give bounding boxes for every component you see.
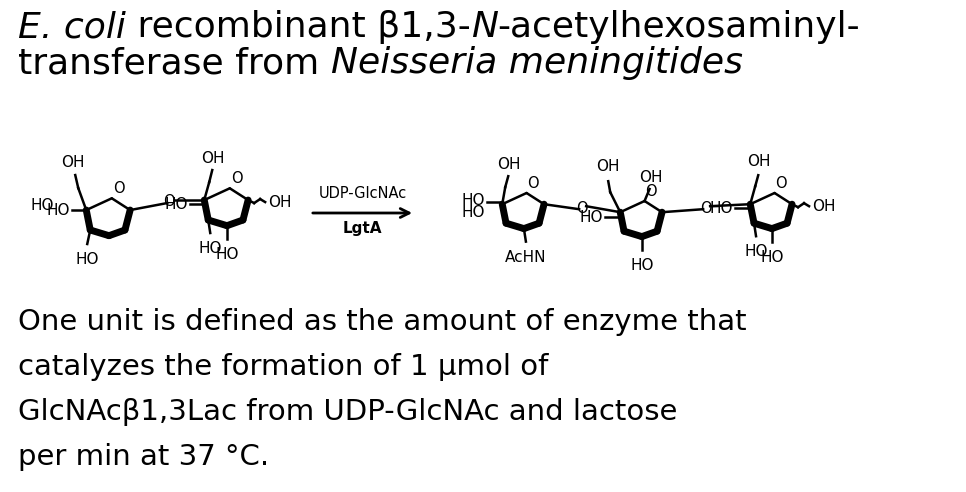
Text: catalyzes the formation of 1 μmol of: catalyzes the formation of 1 μmol of — [18, 353, 549, 381]
Text: HO: HO — [215, 246, 239, 262]
Text: HO: HO — [630, 258, 654, 273]
Text: OH: OH — [812, 199, 836, 214]
Text: Neisseria meningitides: Neisseria meningitides — [330, 46, 743, 80]
Text: O: O — [527, 176, 539, 191]
Text: O: O — [231, 171, 242, 186]
Text: OH: OH — [202, 151, 225, 166]
Text: OH: OH — [596, 159, 620, 174]
Text: HO: HO — [580, 210, 603, 225]
Text: O: O — [700, 201, 712, 215]
Text: per min at 37 °C.: per min at 37 °C. — [18, 443, 270, 471]
Text: HO: HO — [744, 244, 768, 259]
Text: UDP-GlcNAc: UDP-GlcNAc — [319, 186, 407, 201]
Text: O: O — [577, 201, 588, 215]
Text: HO: HO — [710, 201, 733, 215]
Text: HO: HO — [75, 252, 99, 267]
Text: O: O — [163, 193, 175, 209]
Text: OH: OH — [269, 194, 292, 210]
Text: HO: HO — [165, 197, 188, 212]
Text: HO: HO — [198, 241, 222, 256]
Text: recombinant β1,3-: recombinant β1,3- — [126, 10, 470, 44]
Text: OH: OH — [748, 154, 771, 169]
Text: HO: HO — [31, 198, 54, 213]
Text: -acetylhexosaminyl-: -acetylhexosaminyl- — [497, 10, 861, 44]
Text: LgtA: LgtA — [343, 221, 383, 236]
Text: HO: HO — [46, 203, 71, 217]
Text: OH: OH — [62, 155, 85, 170]
Text: HO: HO — [760, 249, 783, 265]
Text: HO: HO — [462, 205, 485, 220]
Text: transferase from: transferase from — [18, 46, 330, 80]
Text: AcHN: AcHN — [505, 249, 547, 265]
Text: One unit is defined as the amount of enzyme that: One unit is defined as the amount of enz… — [18, 308, 747, 336]
Text: E. coli: E. coli — [18, 10, 126, 44]
Text: O: O — [113, 181, 125, 196]
Text: O: O — [645, 184, 657, 199]
Text: OH: OH — [639, 170, 663, 185]
Text: HO: HO — [462, 193, 485, 208]
Text: N: N — [470, 10, 497, 44]
Text: OH: OH — [497, 157, 521, 172]
Text: GlcNAcβ1,3Lac from UDP-GlcNAc and lactose: GlcNAcβ1,3Lac from UDP-GlcNAc and lactos… — [18, 398, 677, 426]
Text: O: O — [776, 176, 787, 191]
